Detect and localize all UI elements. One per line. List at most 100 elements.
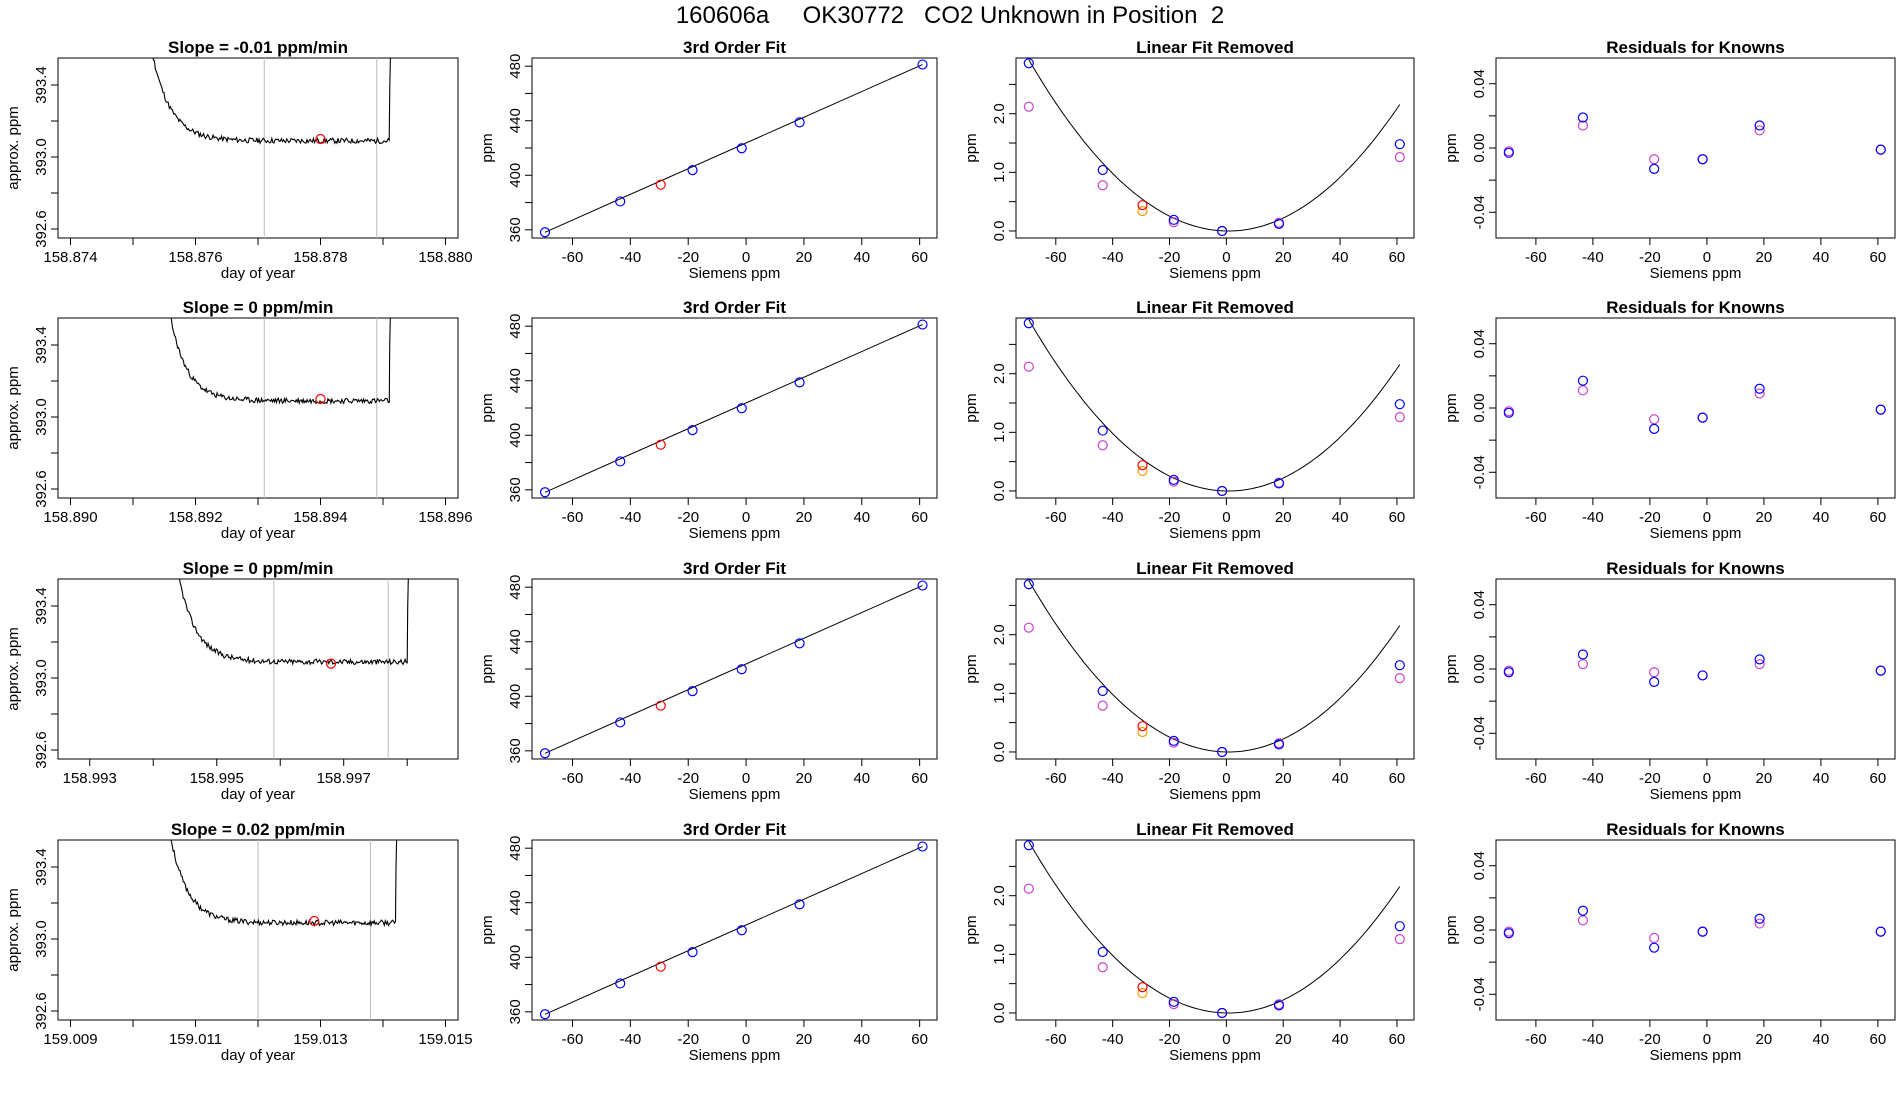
y-tick-label: 0.04 — [1471, 329, 1488, 358]
concentration-trace — [152, 58, 391, 145]
unknown-sample-point — [315, 393, 326, 405]
x-tick-label: -60 — [562, 509, 584, 526]
plot-area — [1503, 112, 1886, 174]
y-tick-label: 393.0 — [33, 920, 50, 958]
known-standard-point — [1168, 214, 1179, 225]
x-tick-label: 60 — [1870, 770, 1887, 787]
alt-standard-point — [1754, 125, 1765, 136]
x-tick-label: -60 — [562, 770, 584, 787]
y-tick-label: 400 — [507, 684, 524, 709]
y-tick-label: 0.0 — [991, 742, 1008, 763]
alt-standard-point — [1577, 915, 1589, 926]
x-tick-label: -40 — [1582, 509, 1604, 526]
y-axis-label: ppm — [1443, 133, 1460, 162]
x-tick-label: 0 — [1222, 249, 1230, 266]
x-axis-label: Siemens ppm — [689, 525, 781, 542]
y-tick-label: 0.00 — [1471, 133, 1488, 162]
x-tick-label: 40 — [853, 770, 870, 787]
alt-standard-point — [1754, 388, 1765, 399]
y-tick-label: 1.0 — [991, 683, 1008, 704]
subplot-r1-c3: Linear Fit Removed -60 -40 -20 0 20 40 60 0.0 1.0… — [963, 38, 1415, 282]
x-tick-label: 60 — [911, 770, 928, 787]
known-standard-point — [1023, 579, 1034, 590]
known-standard-point — [794, 377, 805, 388]
known-standard-point — [1503, 928, 1514, 939]
alt-standard-point — [1649, 154, 1660, 165]
x-axis-label: Siemens ppm — [1650, 525, 1742, 542]
y-axis-label: approx. ppm — [5, 106, 22, 189]
y-tick-label: 480 — [507, 836, 524, 861]
known-standard-point — [1649, 676, 1660, 687]
subplot-title: Slope = 0 ppm/min — [183, 298, 334, 317]
x-tick-label: 40 — [1813, 1031, 1830, 1048]
x-tick-label: 60 — [911, 249, 928, 266]
x-tick-label: 60 — [911, 1031, 928, 1048]
x-tick-label: -60 — [1525, 509, 1547, 526]
x-tick-label: -40 — [620, 770, 642, 787]
plot-frame — [1015, 839, 1415, 1021]
x-tick-label: -60 — [562, 1031, 584, 1048]
x-tick-label: -40 — [1582, 249, 1604, 266]
alt-standard-point — [1097, 180, 1108, 191]
plot-frame — [1015, 317, 1415, 499]
alt-standard-point — [1097, 700, 1108, 711]
x-axis-label: Siemens ppm — [1169, 525, 1261, 542]
plot-area — [170, 318, 391, 498]
unknown-sample-point — [655, 961, 666, 972]
known-standard-point — [917, 580, 928, 591]
x-tick-label: -40 — [1582, 770, 1604, 787]
y-tick-label: 393.4 — [33, 848, 50, 886]
known-standard-point — [1649, 423, 1660, 434]
plot-area — [1503, 905, 1886, 953]
plot-frame — [57, 578, 459, 760]
x-tick-label: -20 — [677, 770, 699, 787]
y-tick-label: 392.6 — [33, 731, 50, 769]
x-tick-label: 40 — [1332, 1031, 1349, 1048]
unknown-sample-point — [309, 915, 320, 927]
known-standard-point — [1649, 163, 1660, 174]
y-tick-label: 0.00 — [1471, 915, 1488, 944]
y-tick-label: 360 — [507, 999, 524, 1024]
known-standard-point — [1394, 921, 1405, 932]
known-standard-point — [1097, 685, 1108, 697]
known-standard-point — [1273, 218, 1285, 230]
subplot-title: Linear Fit Removed — [1136, 38, 1294, 57]
x-tick-label: 0 — [1222, 770, 1230, 787]
x-tick-label: -60 — [1045, 770, 1067, 787]
x-tick-label: 20 — [796, 249, 813, 266]
subplot-title: Linear Fit Removed — [1136, 298, 1294, 317]
x-axis-label: Siemens ppm — [689, 265, 781, 282]
known-standard-point — [736, 143, 747, 154]
x-tick-label: 0 — [742, 1031, 750, 1048]
subplot-r4-c3: Linear Fit Removed -60 -40 -20 0 20 40 60 0.0 1.0… — [963, 820, 1415, 1064]
known-standard-point — [1394, 139, 1405, 150]
x-tick-label: 60 — [911, 509, 928, 526]
alt-standard-point — [1023, 883, 1034, 894]
x-tick-label: 40 — [853, 509, 870, 526]
known-standard-point — [1754, 654, 1765, 665]
unknown-sample-point — [655, 439, 666, 450]
subplot-r3-c4: Residuals for Knowns -60 -40 -20 0 20 40 60 -0.0… — [1443, 559, 1896, 803]
y-tick-label: 2.0 — [991, 885, 1008, 906]
known-standard-point — [1503, 147, 1514, 158]
x-tick-label: -20 — [1159, 770, 1181, 787]
subplot-r2-c3: Linear Fit Removed -60 -40 -20 0 20 40 60 0.0 1.0… — [963, 298, 1415, 542]
x-tick-label: 158.892 — [168, 509, 222, 526]
alt-standard-point — [1097, 962, 1108, 973]
subplot-title: Residuals for Knowns — [1606, 38, 1785, 57]
alt-standard-point — [1649, 667, 1660, 678]
unknown-alt-point — [1137, 205, 1148, 217]
subplot-r1-c1: Slope = -0.01 ppm/min 158.874 158.876 158.8… — [5, 38, 473, 282]
known-standard-point — [539, 227, 551, 238]
known-standard-point — [1097, 425, 1108, 436]
x-tick-label: 159.011 — [169, 1031, 222, 1048]
x-tick-label: 158.874 — [43, 249, 97, 266]
alt-standard-point — [1577, 120, 1589, 131]
subplot-r2-c4: Residuals for Knowns -60 -40 -20 0 20 40 60 -0.0… — [1443, 298, 1896, 542]
known-standard-point — [917, 319, 928, 330]
alt-standard-point — [1023, 361, 1034, 372]
concentration-trace — [178, 579, 409, 667]
subplot-title: 3rd Order Fit — [683, 298, 786, 317]
x-tick-label: 20 — [1275, 1031, 1292, 1048]
